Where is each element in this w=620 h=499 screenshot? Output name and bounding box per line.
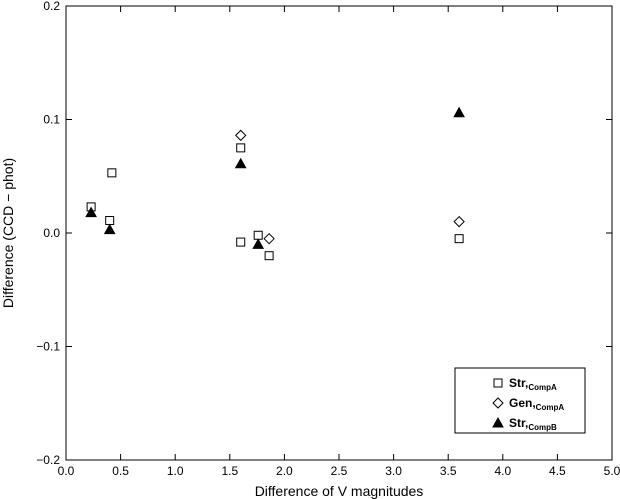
x-tick-label: 2.5: [331, 464, 348, 478]
x-tick-label: 3.0: [385, 464, 402, 478]
data-point: [105, 216, 115, 226]
data-point: [263, 232, 275, 245]
axis-ticks: [65, 5, 613, 461]
y-tick-label: −0.1: [36, 340, 60, 354]
data-point: [264, 251, 274, 261]
x-tick-label: 4.5: [549, 464, 566, 478]
x-tick-label: 1.0: [167, 464, 184, 478]
y-tick-label: 0.0: [43, 226, 60, 240]
x-tick-label: 4.0: [494, 464, 511, 478]
data-point: [234, 157, 247, 169]
x-tick-label: 3.5: [440, 464, 457, 478]
data-points: [85, 106, 465, 261]
data-point: [85, 206, 97, 218]
data-point: [454, 234, 464, 244]
y-axis-title: Difference (CCD − phot): [0, 158, 16, 308]
legend-box: [454, 367, 586, 434]
legend-marker: [493, 378, 503, 388]
data-point: [253, 230, 263, 240]
x-tick-label: 2.0: [276, 464, 293, 478]
x-tick-label: 1.5: [221, 464, 238, 478]
data-point: [103, 223, 116, 235]
legend-marker: [492, 416, 504, 428]
axis-tick-labels: 0.0 0.5 1.0 1.5 2.0 2.5 3.0 3.5 4.0 4.5 5.0 −0.2 −0.…: [36, 0, 620, 478]
legend-marker: [492, 397, 504, 409]
data-point: [236, 237, 246, 247]
y-tick-label: −0.2: [36, 453, 60, 467]
x-tick-label: 0.0: [58, 464, 75, 478]
data-point: [236, 143, 246, 153]
data-point: [453, 106, 465, 118]
data-point: [252, 238, 265, 249]
data-point: [453, 215, 465, 228]
x-tick-label: 5.0: [604, 464, 620, 478]
x-axis-title: Difference of V magnitudes: [255, 483, 424, 499]
y-tick-label: 0.2: [43, 0, 60, 13]
x-tick-label: 0.5: [112, 464, 129, 478]
y-tick-label: 0.1: [43, 113, 60, 127]
data-point: [107, 168, 117, 178]
data-point: [235, 129, 247, 142]
